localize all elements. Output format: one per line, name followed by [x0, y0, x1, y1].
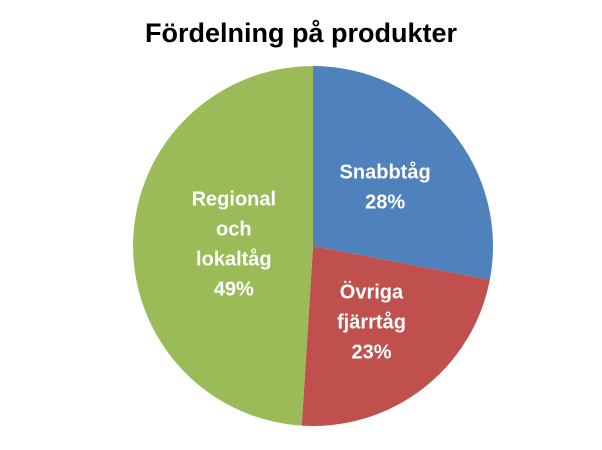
- pie-slice: [301, 246, 490, 426]
- pie-slice: [133, 66, 313, 426]
- slice-percent-label: 23%: [351, 341, 391, 363]
- slice-name-label: och: [216, 219, 252, 241]
- slice-data-label: Övriga fjärrtåg 23%: [337, 280, 406, 363]
- slice-percent-label: 28%: [365, 191, 405, 213]
- slice-data-label: Regional och lokaltåg 49%: [192, 189, 276, 301]
- slice-name-label: fjärrtåg: [337, 310, 406, 333]
- slice-name-label: Regional: [192, 189, 276, 211]
- slice-name-label: Övriga: [340, 280, 404, 303]
- pie-slice: [313, 66, 493, 280]
- slice-name-label: Snabbtåg: [340, 160, 431, 183]
- slice-name-label: lokaltåg: [196, 248, 272, 271]
- slice-data-label: Snabbtåg 28%: [340, 160, 431, 213]
- slice-percent-label: 49%: [214, 279, 254, 301]
- chart-title: Fördelning på produkter: [144, 18, 457, 48]
